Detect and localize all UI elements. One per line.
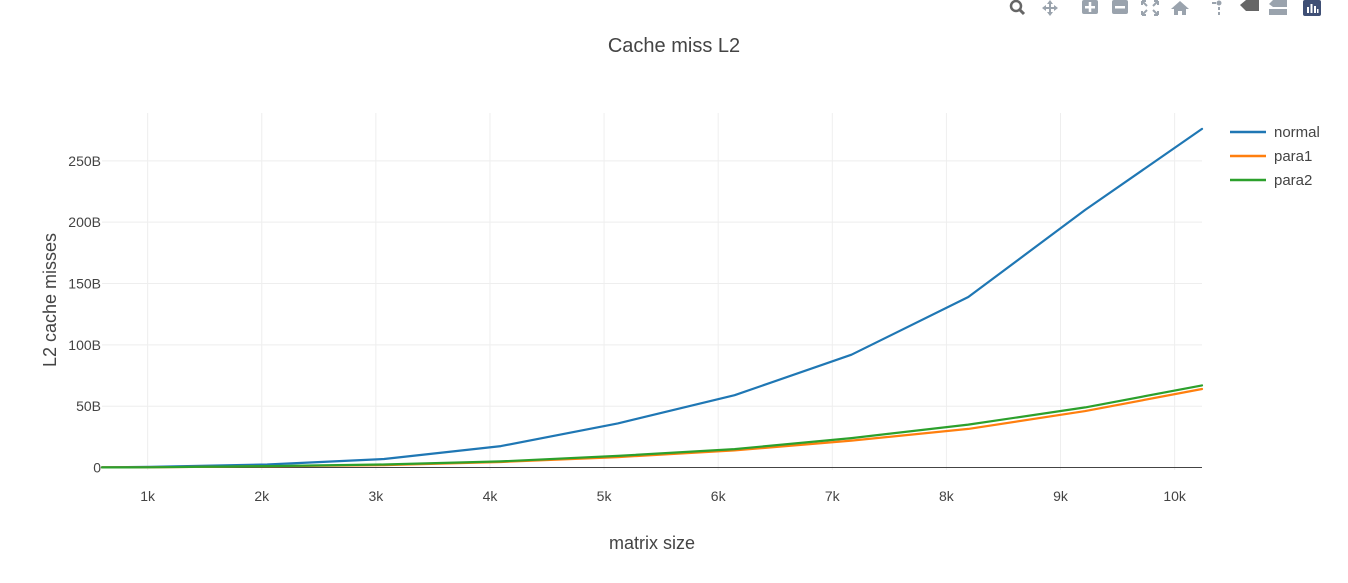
y-axis-ticks: 0 50B 100B 150B 200B 250B xyxy=(68,153,101,476)
series-line-para1[interactable] xyxy=(100,387,1204,469)
x-tick-label: 3k xyxy=(368,488,384,504)
x-axis-label: matrix size xyxy=(609,533,695,553)
x-tick-label: 1k xyxy=(140,488,156,504)
hover-compare-icon[interactable] xyxy=(1267,0,1289,16)
y-tick-label: 100B xyxy=(68,337,101,353)
legend[interactable]: normal para1 para2 xyxy=(1230,124,1320,189)
reset-axes-icon[interactable] xyxy=(1169,0,1191,16)
zoom-out-icon[interactable] xyxy=(1109,0,1131,16)
y-tick-label: 50B xyxy=(76,398,101,414)
x-tick-label: 5k xyxy=(597,488,613,504)
y-tick-label: 0 xyxy=(93,460,101,476)
pan-icon[interactable] xyxy=(1039,0,1061,16)
zoom-icon[interactable] xyxy=(1007,0,1029,16)
x-tick-label: 8k xyxy=(939,488,955,504)
grid xyxy=(102,113,1202,470)
series-line-para2[interactable] xyxy=(100,384,1204,469)
chart-title: Cache miss L2 xyxy=(608,35,740,57)
zoom-in-icon[interactable] xyxy=(1079,0,1101,16)
plotly-logo-icon[interactable] xyxy=(1301,0,1323,16)
x-axis-ticks: 1k 2k 3k 4k 5k 6k 7k 8k 9k 10k xyxy=(140,488,1187,504)
plot-area[interactable] xyxy=(100,127,1204,469)
x-tick-label: 6k xyxy=(711,488,727,504)
x-tick-label: 9k xyxy=(1053,488,1069,504)
y-tick-label: 150B xyxy=(68,276,101,292)
x-tick-label: 2k xyxy=(254,488,270,504)
x-tick-label: 10k xyxy=(1163,488,1187,504)
series-line-normal[interactable] xyxy=(100,127,1204,469)
y-tick-label: 250B xyxy=(68,153,101,169)
legend-label: para1 xyxy=(1274,148,1312,165)
legend-label: para2 xyxy=(1274,172,1312,189)
x-tick-label: 7k xyxy=(825,488,841,504)
modebar-toolbar xyxy=(1005,0,1335,16)
legend-item-normal[interactable]: normal xyxy=(1230,124,1320,141)
spike-lines-icon[interactable] xyxy=(1205,0,1227,16)
autoscale-icon[interactable] xyxy=(1139,0,1161,16)
y-axis-label: L2 cache misses xyxy=(40,233,60,367)
y-tick-label: 200B xyxy=(68,214,101,230)
legend-label: normal xyxy=(1274,124,1320,141)
hover-closest-icon[interactable] xyxy=(1239,0,1261,16)
legend-item-para1[interactable]: para1 xyxy=(1230,148,1312,165)
x-tick-label: 4k xyxy=(483,488,499,504)
legend-item-para2[interactable]: para2 xyxy=(1230,172,1312,189)
